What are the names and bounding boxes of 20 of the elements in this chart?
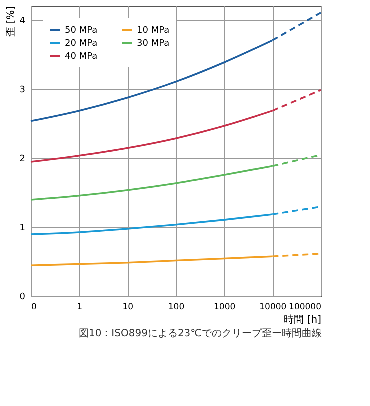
y-tick-label: 1: [20, 223, 26, 234]
y-tick-label: 2: [20, 154, 26, 164]
legend-label: 20 MPa: [65, 39, 98, 49]
caption: 図10：ISO899による23℃でのクリープ歪ー時間曲線: [78, 328, 322, 340]
legend-label: 40 MPa: [65, 52, 98, 62]
legend-label: 10 MPa: [137, 26, 170, 36]
x-tick-label: 1000: [214, 302, 236, 312]
x-tick-label: 1: [77, 302, 83, 312]
y-axis-title: 歪 [%]: [6, 6, 17, 37]
y-tick-label: 3: [20, 85, 26, 96]
x-tick-label: 10: [122, 302, 134, 312]
legend-label: 30 MPa: [137, 39, 170, 49]
x-axis-title: 時間 [h]: [284, 314, 322, 326]
legend-label: 50 MPa: [65, 26, 98, 36]
y-tick-label: 4: [20, 16, 26, 26]
x-tick-label: 10000: [260, 302, 287, 312]
x-tick-label: 100: [168, 302, 185, 312]
y-tick-label: 0: [20, 292, 26, 302]
x-tick-label: 100000: [289, 302, 322, 312]
x-tick-label: 0: [32, 302, 37, 312]
